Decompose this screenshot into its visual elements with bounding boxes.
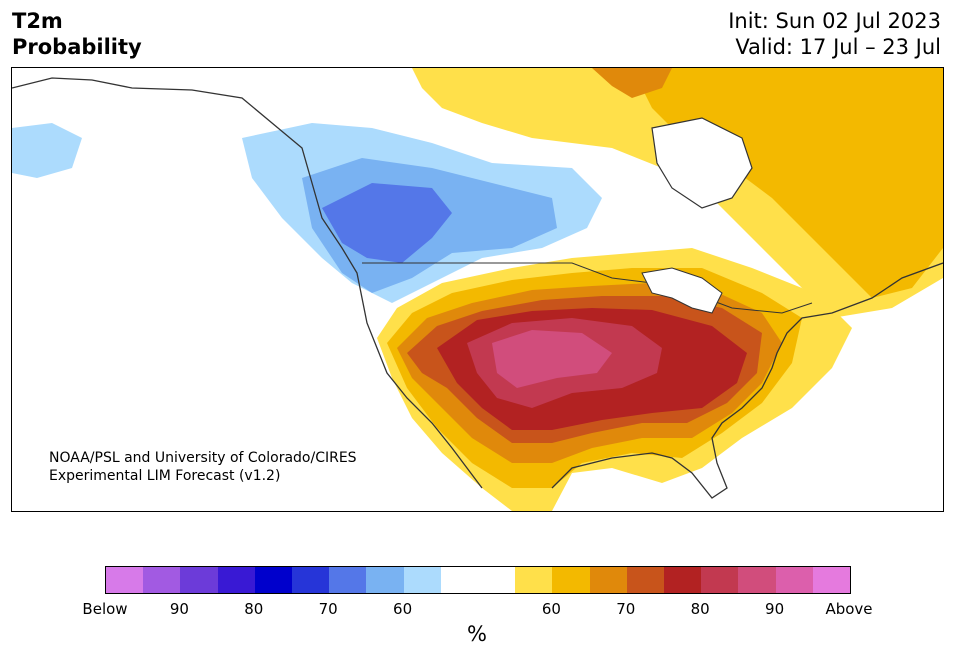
colorbar-segment (552, 567, 590, 593)
colorbar-tick-label: 80 (244, 600, 264, 618)
warm-area-us-95 (492, 330, 612, 388)
colorbar-segment (515, 567, 553, 593)
coastline-east (551, 262, 943, 499)
colorbar-segment (440, 567, 479, 593)
colorbar-segment (366, 567, 404, 593)
colorbar-tick-label: 70 (616, 600, 636, 618)
coastline-west (12, 77, 483, 489)
colorbar-segment (180, 567, 218, 593)
credit-line-2: Experimental LIM Forecast (v1.2) (49, 468, 281, 484)
warm-area-canada-core (592, 68, 672, 98)
init-date: Init: Sun 02 Jul 2023 (728, 9, 941, 33)
forecast-map: NOAA/PSL and University of Colorado/CIRE… (11, 67, 944, 512)
colorbar-unit: % (467, 622, 487, 646)
colorbar-segment (143, 567, 181, 593)
colorbar-tick-label: 70 (318, 600, 338, 618)
credit-text: NOAA/PSL and University of Colorado/CIRE… (49, 449, 357, 485)
colorbar-tick-label: Below (82, 600, 128, 618)
probability-colorbar (105, 566, 851, 594)
colorbar-tick-label: 80 (690, 600, 710, 618)
great-lakes (641, 267, 723, 314)
colorbar-segment (626, 567, 665, 593)
valid-range: Valid: 17 Jul – 23 Jul (735, 35, 941, 59)
colorbar-tick-label: 90 (765, 600, 785, 618)
colorbar-segment (292, 567, 330, 593)
colorbar-segment (478, 567, 516, 593)
colorbar-segment (589, 567, 627, 593)
colorbar-segment (403, 567, 441, 593)
forecast-dates: Init: Sun 02 Jul 2023 Valid: 17 Jul – 23… (728, 8, 941, 60)
title-line-variable: T2m (12, 9, 63, 33)
colorbar-segment (217, 567, 255, 593)
colorbar-segment (664, 567, 702, 593)
title-line-type: Probability (12, 35, 142, 59)
border-us-canada (362, 262, 813, 314)
colorbar-tick-label: 60 (393, 600, 413, 618)
cold-area-alaska (12, 123, 82, 178)
colorbar-segment (106, 567, 144, 593)
map-title: T2m Probability (12, 8, 142, 60)
colorbar-segment (701, 567, 739, 593)
colorbar-segment (254, 567, 293, 593)
map-canvas (12, 68, 943, 511)
colorbar-tick-label: Above (825, 600, 873, 618)
colorbar-tick-label: 60 (541, 600, 561, 618)
cold-area-core (322, 183, 452, 263)
colorbar-segment (329, 567, 367, 593)
hudson-bay (651, 117, 753, 209)
colorbar-tick-label: 90 (169, 600, 189, 618)
colorbar-segment (738, 567, 776, 593)
credit-line-1: NOAA/PSL and University of Colorado/CIRE… (49, 450, 357, 466)
colorbar-segment (775, 567, 813, 593)
colorbar-segment (812, 567, 851, 593)
